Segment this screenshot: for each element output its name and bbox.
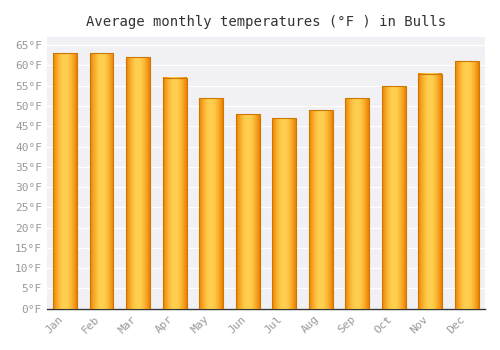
Bar (455, 62, 478, 309)
Bar (236, 114, 260, 309)
Bar (272, 118, 296, 309)
Bar (309, 110, 332, 309)
Bar (54, 53, 77, 309)
Bar (90, 53, 114, 309)
Bar (126, 57, 150, 309)
Bar (382, 86, 406, 309)
Bar (163, 78, 186, 309)
Title: Average monthly temperatures (°F ) in Bulls: Average monthly temperatures (°F ) in Bu… (86, 15, 446, 29)
Bar (346, 98, 369, 309)
Bar (200, 98, 223, 309)
Bar (418, 74, 442, 309)
